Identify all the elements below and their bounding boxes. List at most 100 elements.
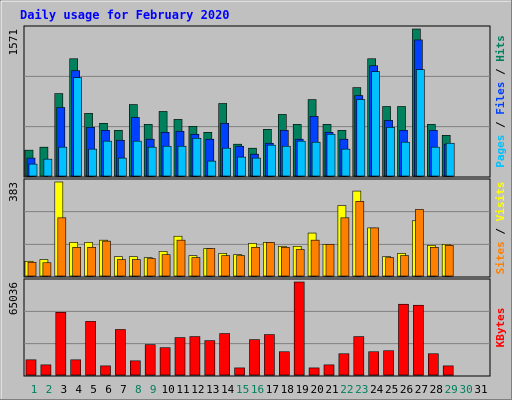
bar [42,262,52,277]
x-tick-label: 21 [325,383,338,396]
bar [355,201,365,277]
bar [144,344,156,376]
bar [28,163,38,177]
legend-separator: / [494,221,507,241]
bar [368,351,380,376]
bar [413,304,424,376]
bar [442,365,454,376]
bar [115,329,126,376]
bar [371,71,381,177]
bar [400,255,409,277]
bar [356,99,366,177]
bar [204,340,216,376]
legend-entry: Files [494,82,507,115]
bar [174,337,186,376]
bar [189,336,201,376]
legend-entry: Pages [494,135,507,168]
x-tick-label: 22 [340,383,353,396]
legend-entry: Visits [494,182,507,222]
bar [87,246,96,277]
legend-entry: Sites [494,241,507,274]
bar [176,239,186,277]
bar [88,148,97,177]
bar [427,353,439,376]
bar [85,321,96,376]
bar [221,255,230,277]
x-tick-label: 7 [120,383,127,396]
bar [192,137,202,177]
x-tick-label: 17 [266,383,279,396]
x-tick-label: 11 [176,383,189,396]
x-tick-label: 4 [75,383,82,396]
y-tick-label: 383 [7,182,20,202]
bar [236,255,245,277]
bar [401,141,410,177]
bar [430,146,440,177]
x-tick-label: 26 [400,383,413,396]
legend: Sites / Visits [494,182,507,275]
y-tick-label: 1571 [7,29,20,56]
bar [383,350,394,376]
x-tick-label: 28 [430,383,443,396]
bar [43,158,53,177]
x-tick-label: 29 [445,383,458,396]
bar [207,160,217,177]
bar [25,359,37,376]
bar [386,127,395,177]
bar [444,245,454,277]
bar [264,334,275,376]
bar [293,281,305,376]
legend: KBytes [494,308,507,348]
x-tick-label: 3 [60,383,67,396]
bar [55,312,67,376]
x-tick-label: 15 [236,383,249,396]
bar [252,157,261,177]
bar [310,239,320,277]
bar [415,209,424,277]
bar [325,244,335,277]
bar [326,133,336,177]
bar [249,339,260,376]
x-tick-label: 14 [221,383,235,396]
x-tick-label: 30 [459,383,472,396]
bar [280,246,290,277]
x-tick-label: 9 [150,383,157,396]
bar [341,148,351,177]
bar [133,140,142,177]
bar [103,140,112,177]
x-tick-label: 10 [161,383,174,396]
bar [278,351,290,376]
bar [296,140,306,177]
bar [222,147,231,177]
bar [206,248,216,277]
y-tick-label: 65036 [7,282,20,315]
bar [219,333,230,376]
bar [130,360,141,376]
bar [100,365,111,376]
bar [398,303,409,376]
x-tick-label: 18 [281,383,294,396]
bar [266,242,275,277]
bar [117,259,126,277]
bar [295,249,305,277]
x-tick-label: 31 [474,383,487,396]
bar [146,258,156,277]
x-tick-label: 6 [105,383,112,396]
x-tick-label: 16 [251,383,264,396]
bar [73,77,82,177]
bar [132,259,141,277]
bar [323,364,335,376]
bar [308,367,320,376]
bar [445,142,455,177]
bar [281,145,291,177]
bar [159,347,171,376]
bar [370,227,380,277]
legend-separator: / [494,115,507,135]
x-tick-label: 19 [296,383,309,396]
x-tick-label: 27 [415,383,428,396]
x-tick-label: 1 [31,383,38,396]
bar [429,246,439,277]
bar [57,217,67,277]
x-tick-label: 24 [370,383,384,396]
